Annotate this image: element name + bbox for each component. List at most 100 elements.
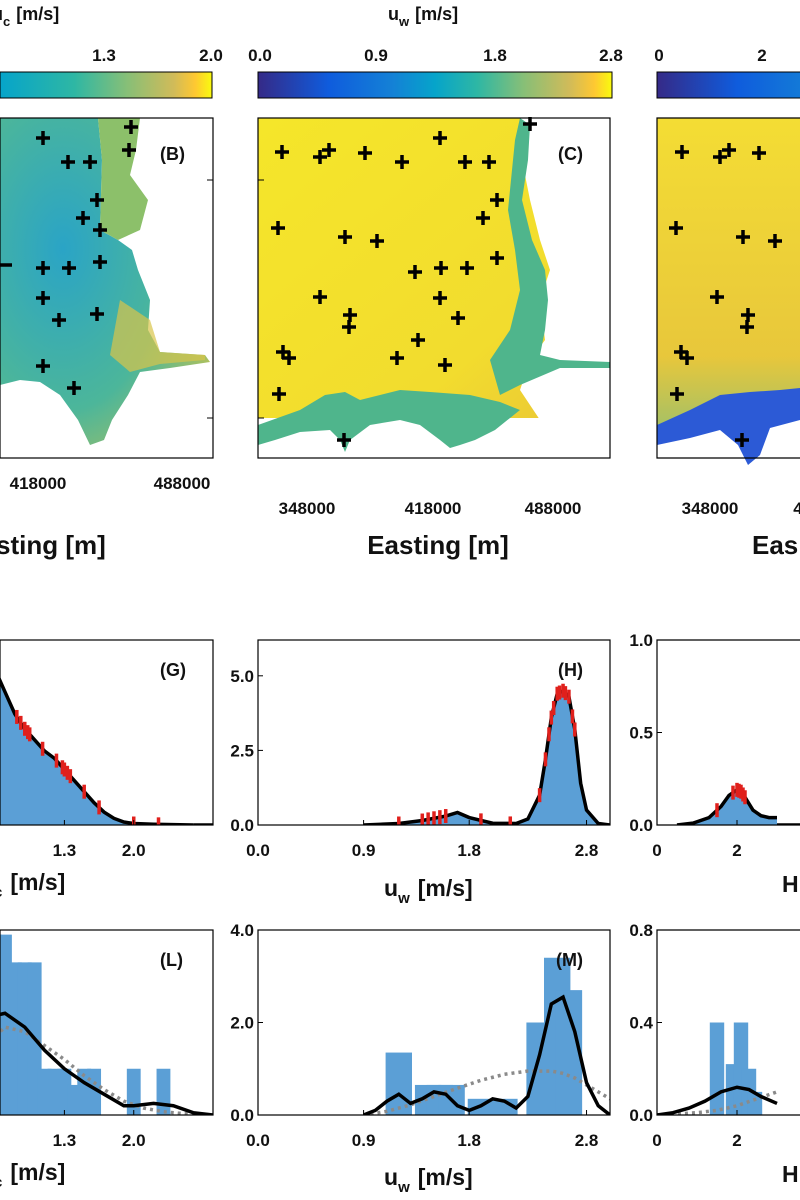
map-b-upper bbox=[98, 118, 148, 240]
colorbar-uw-tick: 1.8 bbox=[483, 46, 507, 65]
x-tick-label: 1.8 bbox=[457, 1131, 481, 1150]
station-marker bbox=[275, 145, 289, 159]
station-marker bbox=[61, 155, 75, 169]
y-tick-label: 2.5 bbox=[230, 741, 254, 760]
colorbar-uc-tick: 1.3 bbox=[92, 46, 116, 65]
y-tick-label: 0.8 bbox=[629, 921, 653, 940]
x-axis-label-unit: [m/s] bbox=[10, 869, 65, 895]
y-tick-label: 1.0 bbox=[629, 631, 653, 650]
colorbar-uw-gradient bbox=[257, 71, 613, 99]
station-marker bbox=[358, 146, 372, 160]
station-marker bbox=[90, 193, 104, 207]
y-tick-label: 0.0 bbox=[230, 816, 254, 835]
station-marker bbox=[343, 308, 357, 322]
station-marker bbox=[36, 131, 50, 145]
map-b-shore bbox=[110, 300, 205, 372]
distribution-area bbox=[363, 690, 610, 825]
panel-plot-area bbox=[363, 683, 610, 825]
map-b-xlabel: sting [m] bbox=[0, 530, 106, 560]
station-marker bbox=[124, 120, 138, 134]
colorbar-uw-tick: 0.0 bbox=[248, 46, 272, 65]
station-marker bbox=[669, 221, 683, 235]
kde-curve bbox=[363, 688, 610, 825]
histogram-bar bbox=[87, 1068, 102, 1115]
panel-label: (M) bbox=[556, 950, 583, 970]
station-marker bbox=[90, 307, 104, 321]
station-marker bbox=[433, 131, 447, 145]
station-marker bbox=[670, 387, 684, 401]
x-axis-label-unit: [m/s] bbox=[418, 875, 473, 901]
x-tick-label: 0.0 bbox=[246, 841, 270, 860]
distribution-panels: 1.3 2.0 (G) c [m/s] 0.0 2.5 5.0 0.0 0.9 1.8 2.8 (H) u… bbox=[0, 631, 800, 1196]
station-marker bbox=[313, 290, 327, 304]
x-tick-label: 1.3 bbox=[53, 841, 77, 860]
station-marker bbox=[523, 117, 537, 131]
map-c-xtick: 348000 bbox=[279, 499, 336, 518]
map-b-xtick: 418000 bbox=[10, 474, 67, 493]
station-marker bbox=[337, 433, 351, 447]
colorbar-uc-gradient bbox=[0, 71, 213, 99]
station-marker bbox=[338, 230, 352, 244]
station-marker bbox=[36, 261, 50, 275]
map-c-label: (C) bbox=[558, 144, 583, 164]
panel-m: 0.0 2.0 4.0 0.0 0.9 1.8 2.8 (M) uw [m/s] bbox=[230, 921, 611, 1196]
distribution-area bbox=[677, 789, 777, 825]
x-axis-label-unit: [m/s] bbox=[418, 1164, 473, 1190]
map-h-xtick: 4 bbox=[793, 499, 800, 518]
station-marker bbox=[370, 234, 384, 248]
station-marker bbox=[458, 155, 472, 169]
station-marker bbox=[408, 265, 422, 279]
x-axis-label: H bbox=[782, 871, 799, 897]
panel-frame bbox=[0, 929, 214, 1116]
x-tick-label: 0.9 bbox=[352, 841, 376, 860]
station-marker bbox=[62, 261, 76, 275]
panel-frame bbox=[0, 639, 214, 826]
kde-curve bbox=[657, 1085, 778, 1115]
station-marker bbox=[282, 351, 296, 365]
x-axis-label-symbol: u bbox=[384, 1164, 398, 1190]
map-c-xtick: 418000 bbox=[405, 499, 462, 518]
x-axis-label: c [m/s] bbox=[0, 869, 65, 901]
y-tick-label: 0.0 bbox=[230, 1106, 254, 1125]
map-b-stations bbox=[0, 120, 138, 395]
y-tick-label: 2.0 bbox=[230, 1014, 254, 1033]
colorbar-h: 0 2 bbox=[654, 46, 800, 99]
panel-plot-area bbox=[0, 934, 213, 1115]
station-marker bbox=[736, 230, 750, 244]
x-axis-label-subscript: w bbox=[397, 1179, 410, 1196]
map-c-estuary bbox=[490, 118, 610, 395]
histogram-bar bbox=[491, 1098, 518, 1115]
map-c-stations bbox=[271, 117, 537, 447]
histogram-bar bbox=[709, 1022, 725, 1115]
station-marker bbox=[438, 358, 452, 372]
map-b-label: (B) bbox=[160, 144, 185, 164]
colorbar-uw-tick: 0.9 bbox=[364, 46, 388, 65]
station-marker bbox=[322, 143, 336, 157]
panel-l: 1.3 2.0 (L) c [m/s] bbox=[0, 929, 214, 1191]
colorbar-h-gradient bbox=[656, 71, 800, 99]
map-h-xlabel: Eas bbox=[752, 530, 798, 560]
station-marker bbox=[741, 308, 755, 322]
x-tick-label: 0 bbox=[652, 841, 661, 860]
x-axis-label-subscript: c bbox=[0, 884, 2, 901]
station-marker bbox=[52, 313, 66, 327]
station-marker bbox=[710, 290, 724, 304]
x-tick-label: 2.8 bbox=[575, 841, 599, 860]
x-axis-label: uw [m/s] bbox=[384, 1164, 473, 1196]
y-tick-label: 0.5 bbox=[629, 724, 653, 743]
colorbar-uw-tick: 2.8 bbox=[599, 46, 623, 65]
panel-h2: 0.0 0.5 1.0 0 2 H bbox=[629, 631, 800, 897]
station-marker bbox=[67, 381, 81, 395]
colorbar-h-tick: 0 bbox=[654, 46, 663, 65]
kde-curve bbox=[362, 994, 610, 1115]
station-marker bbox=[313, 150, 327, 164]
station-marker bbox=[490, 193, 504, 207]
x-axis-label: H bbox=[782, 1161, 799, 1187]
x-tick-label: 0 bbox=[652, 1131, 661, 1150]
panel-frame bbox=[257, 639, 611, 826]
map-b-xtick: 488000 bbox=[154, 474, 211, 493]
station-marker bbox=[93, 223, 107, 237]
x-axis-label-subscript: w bbox=[397, 890, 410, 907]
panel-g: 1.3 2.0 (G) c [m/s] bbox=[0, 639, 214, 901]
